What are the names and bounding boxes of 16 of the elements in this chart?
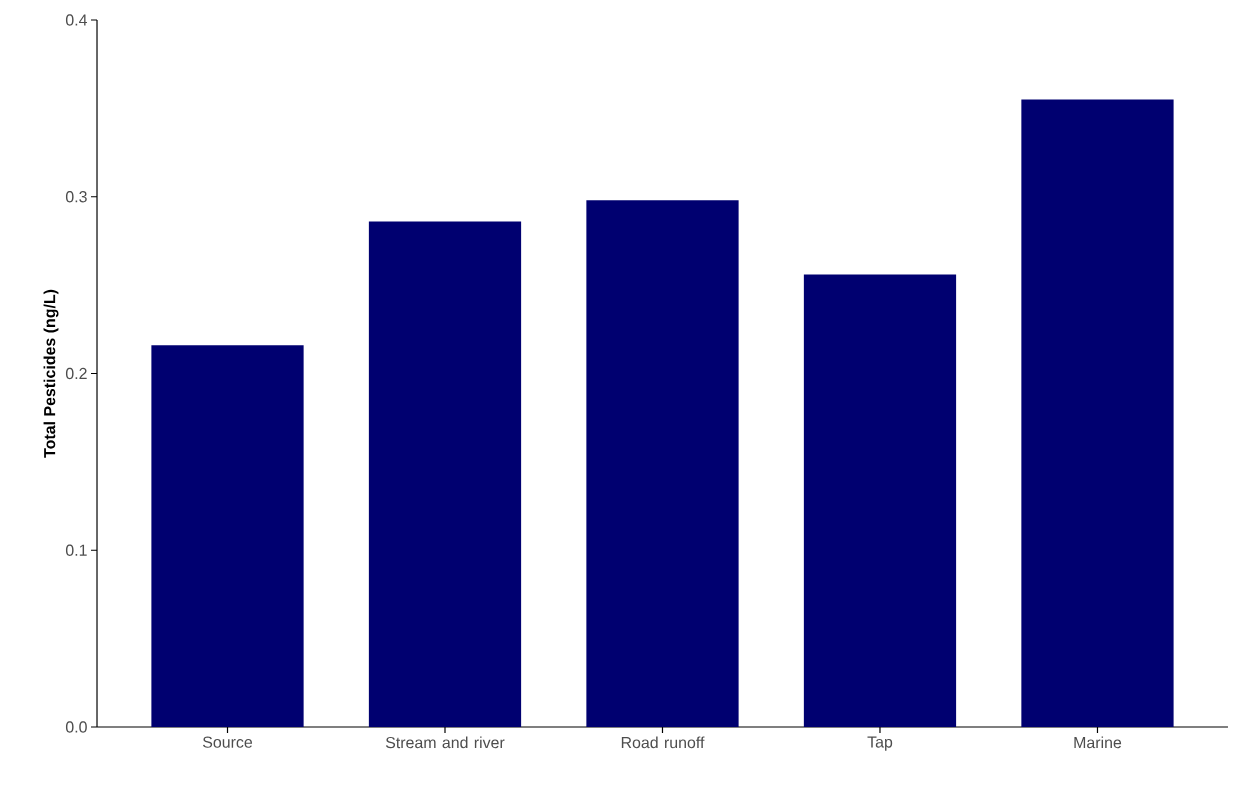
x-tick-label: Tap — [867, 736, 893, 751]
y-tick-label: 0.1 — [65, 544, 87, 556]
bar — [803, 274, 957, 727]
x-tick-label: Road runoff — [621, 736, 705, 749]
y-tick-label: 0.2 — [65, 367, 87, 380]
y-tick-label: 0.4 — [65, 14, 88, 26]
x-tick-label: Marine — [1074, 736, 1122, 749]
y-tick-label: 0.3 — [65, 191, 87, 203]
x-tick-label: Stream and river — [385, 736, 505, 749]
bar — [1021, 99, 1174, 727]
bar — [368, 221, 522, 727]
bar — [151, 345, 304, 727]
y-tick-label: 0.0 — [65, 721, 87, 733]
x-tick-label: Source — [202, 736, 253, 748]
bar — [586, 200, 739, 727]
y-axis-title: Total Pesticides (ng/L) — [43, 289, 59, 458]
